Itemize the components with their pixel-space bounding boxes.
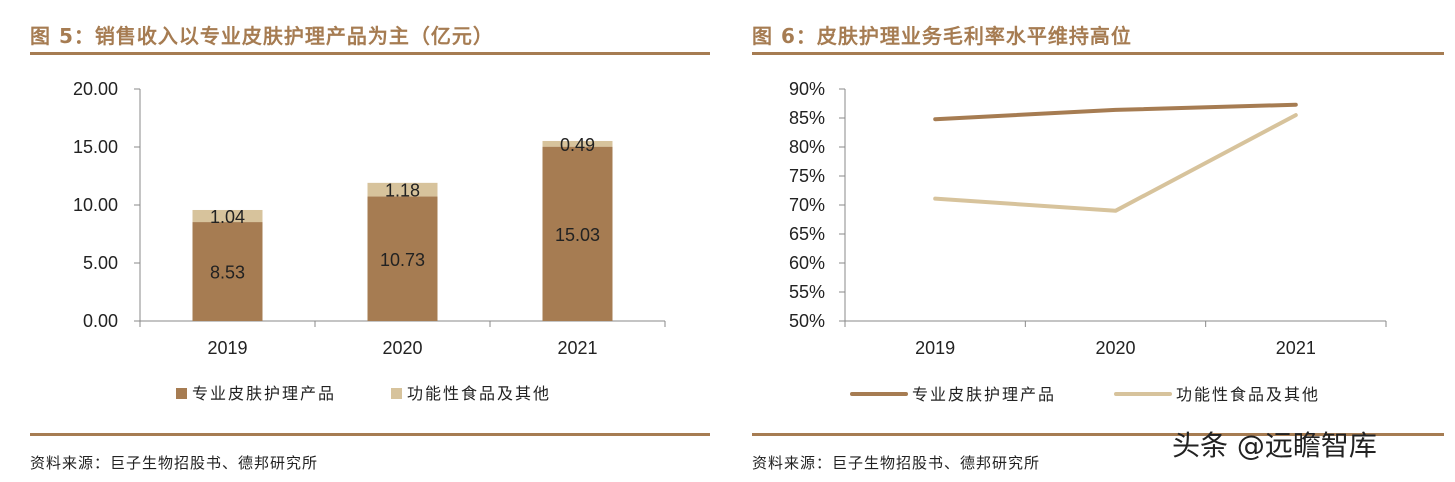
x-tick-label: 2019 — [207, 338, 247, 358]
x-tick-label: 2019 — [915, 338, 955, 358]
y-tick-label: 10.00 — [73, 195, 118, 215]
y-tick-label: 90% — [789, 79, 825, 99]
title-rule — [30, 52, 710, 55]
legend-swatch — [176, 388, 187, 399]
line-chart: 50% 55% 60% 65% 70% 75% 80% 85% 90% 2019 2020 2021 专… — [789, 79, 1387, 404]
y-tick-label: 15.00 — [73, 137, 118, 157]
legend-label: 专业皮肤护理产品 — [192, 384, 336, 403]
bar-chart: 0.00 5.00 10.00 15.00 20.00 2019 2020 2021 8.53 1… — [73, 79, 666, 403]
data-label: 15.03 — [555, 225, 600, 245]
bar-segment — [192, 209, 263, 223]
y-tick-label: 5.00 — [83, 253, 118, 273]
y-tick-label: 80% — [789, 137, 825, 157]
y-tick-label: 20.00 — [73, 79, 118, 99]
x-tick-label: 2021 — [1276, 338, 1316, 358]
x-tick-label: 2020 — [1095, 338, 1135, 358]
bar-segment — [542, 140, 613, 147]
y-tick-label: 70% — [789, 195, 825, 215]
x-tick-label: 2020 — [382, 338, 422, 358]
legend-swatch — [391, 388, 402, 399]
source-note: 资料来源：巨子生物招股书、德邦研究所 — [30, 454, 319, 472]
data-label: 1.18 — [385, 181, 420, 201]
y-tick-label: 50% — [789, 311, 825, 331]
y-tick-label: 55% — [789, 282, 825, 302]
source-note: 资料来源：巨子生物招股书、德邦研究所 — [752, 454, 1041, 472]
bar-chart-panel: 图 5：销售收入以专业皮肤护理产品为主（亿元） 0.00 5.00 10.00 15.… — [0, 0, 725, 482]
legend-label: 专业皮肤护理产品 — [912, 385, 1056, 404]
x-tick-label: 2021 — [557, 338, 597, 358]
y-tick-label: 85% — [789, 108, 825, 128]
data-label: 10.73 — [380, 250, 425, 270]
legend-label: 功能性食品及其他 — [407, 384, 551, 403]
series-line — [933, 113, 1298, 213]
source-rule — [30, 433, 710, 436]
bar-segment — [367, 182, 438, 197]
line-chart-panel: 图 6：皮肤护理业务毛利率水平维持高位 50% 55% 60% 65% 70% 75% 80… — [740, 0, 1455, 482]
bar-segment — [192, 222, 263, 321]
data-label: 0.49 — [560, 135, 595, 155]
chart-title: 图 6：皮肤护理业务毛利率水平维持高位 — [752, 24, 1132, 48]
y-tick-label: 60% — [789, 253, 825, 273]
bar-segment — [367, 196, 438, 321]
y-tick-label: 0.00 — [83, 311, 118, 331]
title-rule — [752, 52, 1444, 55]
bar-segment — [542, 146, 613, 321]
y-tick-label: 65% — [789, 224, 825, 244]
source-rule — [752, 433, 1444, 436]
series-line — [933, 102, 1298, 122]
chart-title: 图 5：销售收入以专业皮肤护理产品为主（亿元） — [30, 24, 494, 48]
legend-label: 功能性食品及其他 — [1176, 385, 1320, 404]
data-label: 8.53 — [210, 263, 245, 283]
data-label: 1.04 — [210, 207, 245, 227]
watermark: 头条 @远瞻智库 — [1172, 429, 1377, 462]
y-tick-label: 75% — [789, 166, 825, 186]
